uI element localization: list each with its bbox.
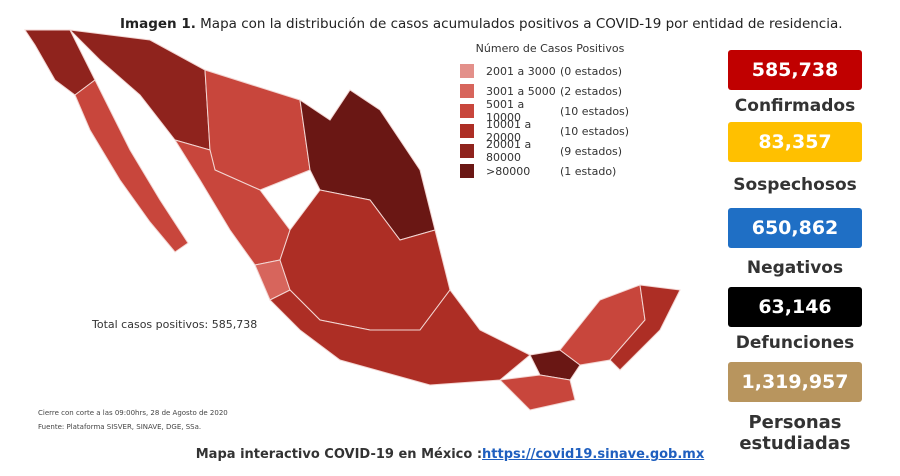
legend-item: 10001 a 20000 (10 estados) (460, 118, 640, 144)
legend-swatch (460, 64, 474, 78)
stat-value: 83,357 (728, 122, 862, 162)
legend-range: 20001 a 80000 (486, 138, 532, 164)
legend-count: (2 estados) (560, 84, 623, 98)
chiapas (498, 374, 576, 411)
legend-count: (1 estado) (560, 164, 617, 178)
legend-item: 3001 a 5000 (2 estados) (460, 81, 640, 101)
footnote: Cierre con corte a las 09:00hrs, 28 de A… (38, 409, 228, 417)
legend-count: (10 estados) (560, 104, 630, 118)
stat-label: Confirmados (734, 96, 856, 116)
legend-swatch (460, 104, 474, 118)
stat-value: 585,738 (728, 50, 862, 90)
legend-title: Número de Casos Positivos (475, 42, 625, 55)
stat-value: 63,146 (728, 287, 862, 327)
legend-swatch (460, 124, 474, 138)
legend-swatch (460, 164, 474, 178)
legend-rows: 2001 a 3000 (0 estados) 3001 a 5000 (2 esta… (460, 61, 640, 181)
stat-label: Defunciones (735, 333, 855, 353)
legend-swatch (460, 84, 474, 98)
legend-count: (9 estados) (560, 144, 623, 158)
chihuahua (204, 69, 311, 191)
total: Total casos positivos: 585,738 (92, 318, 258, 331)
tabasco (529, 349, 581, 381)
legend-item: 20001 a 80000 (9 estados) (460, 138, 640, 164)
stat-label: Sospechosos (733, 175, 857, 195)
legend-range: >80000 (486, 164, 531, 178)
legend-count: (0 estados) (560, 64, 623, 78)
footnote: Fuente: Plataforma SISVER, SINAVE, DGE, … (38, 423, 202, 431)
stat-label: Personas estudiadas (739, 412, 851, 454)
map (24, 29, 681, 411)
caption-text: Mapa con la distribución de casos acumul… (200, 16, 843, 32)
legend-range: 3001 a 5000 (486, 84, 556, 98)
caption: Imagen 1. Mapa con la distribución de ca… (120, 16, 843, 32)
legend-swatch (460, 144, 474, 158)
legend-item: 5001 a 10000 (10 estados) (460, 98, 640, 124)
link[interactable]: https://covid19.sinave.gob.mx (482, 447, 705, 462)
coahuila-nl (299, 89, 436, 241)
bottom-text: Mapa interactivo COVID-19 en México : (195, 447, 483, 462)
legend-item: 2001 a 3000 (0 estados) (460, 61, 640, 81)
legend: Número de Casos Positivos 2001 a 3000 (0 … (460, 42, 640, 181)
legend-item: >80000 (1 estado) (460, 161, 640, 181)
baja-california-sur (74, 79, 189, 253)
stat-value: 650,862 (728, 208, 862, 248)
quintana-roo (609, 284, 681, 371)
stat-value: 1,319,957 (728, 362, 862, 402)
stat-label: Negativos (746, 258, 844, 278)
sur (269, 289, 531, 386)
legend-count: (10 estados) (560, 124, 630, 138)
legend-range: 2001 a 3000 (486, 64, 556, 78)
caption-label: Imagen 1. (120, 16, 196, 32)
legend-range: 10001 a 20000 (486, 118, 532, 144)
bottom-line: Mapa interactivo COVID-19 en México :htt… (0, 447, 900, 462)
legend-range: 5001 a 10000 (486, 98, 525, 124)
